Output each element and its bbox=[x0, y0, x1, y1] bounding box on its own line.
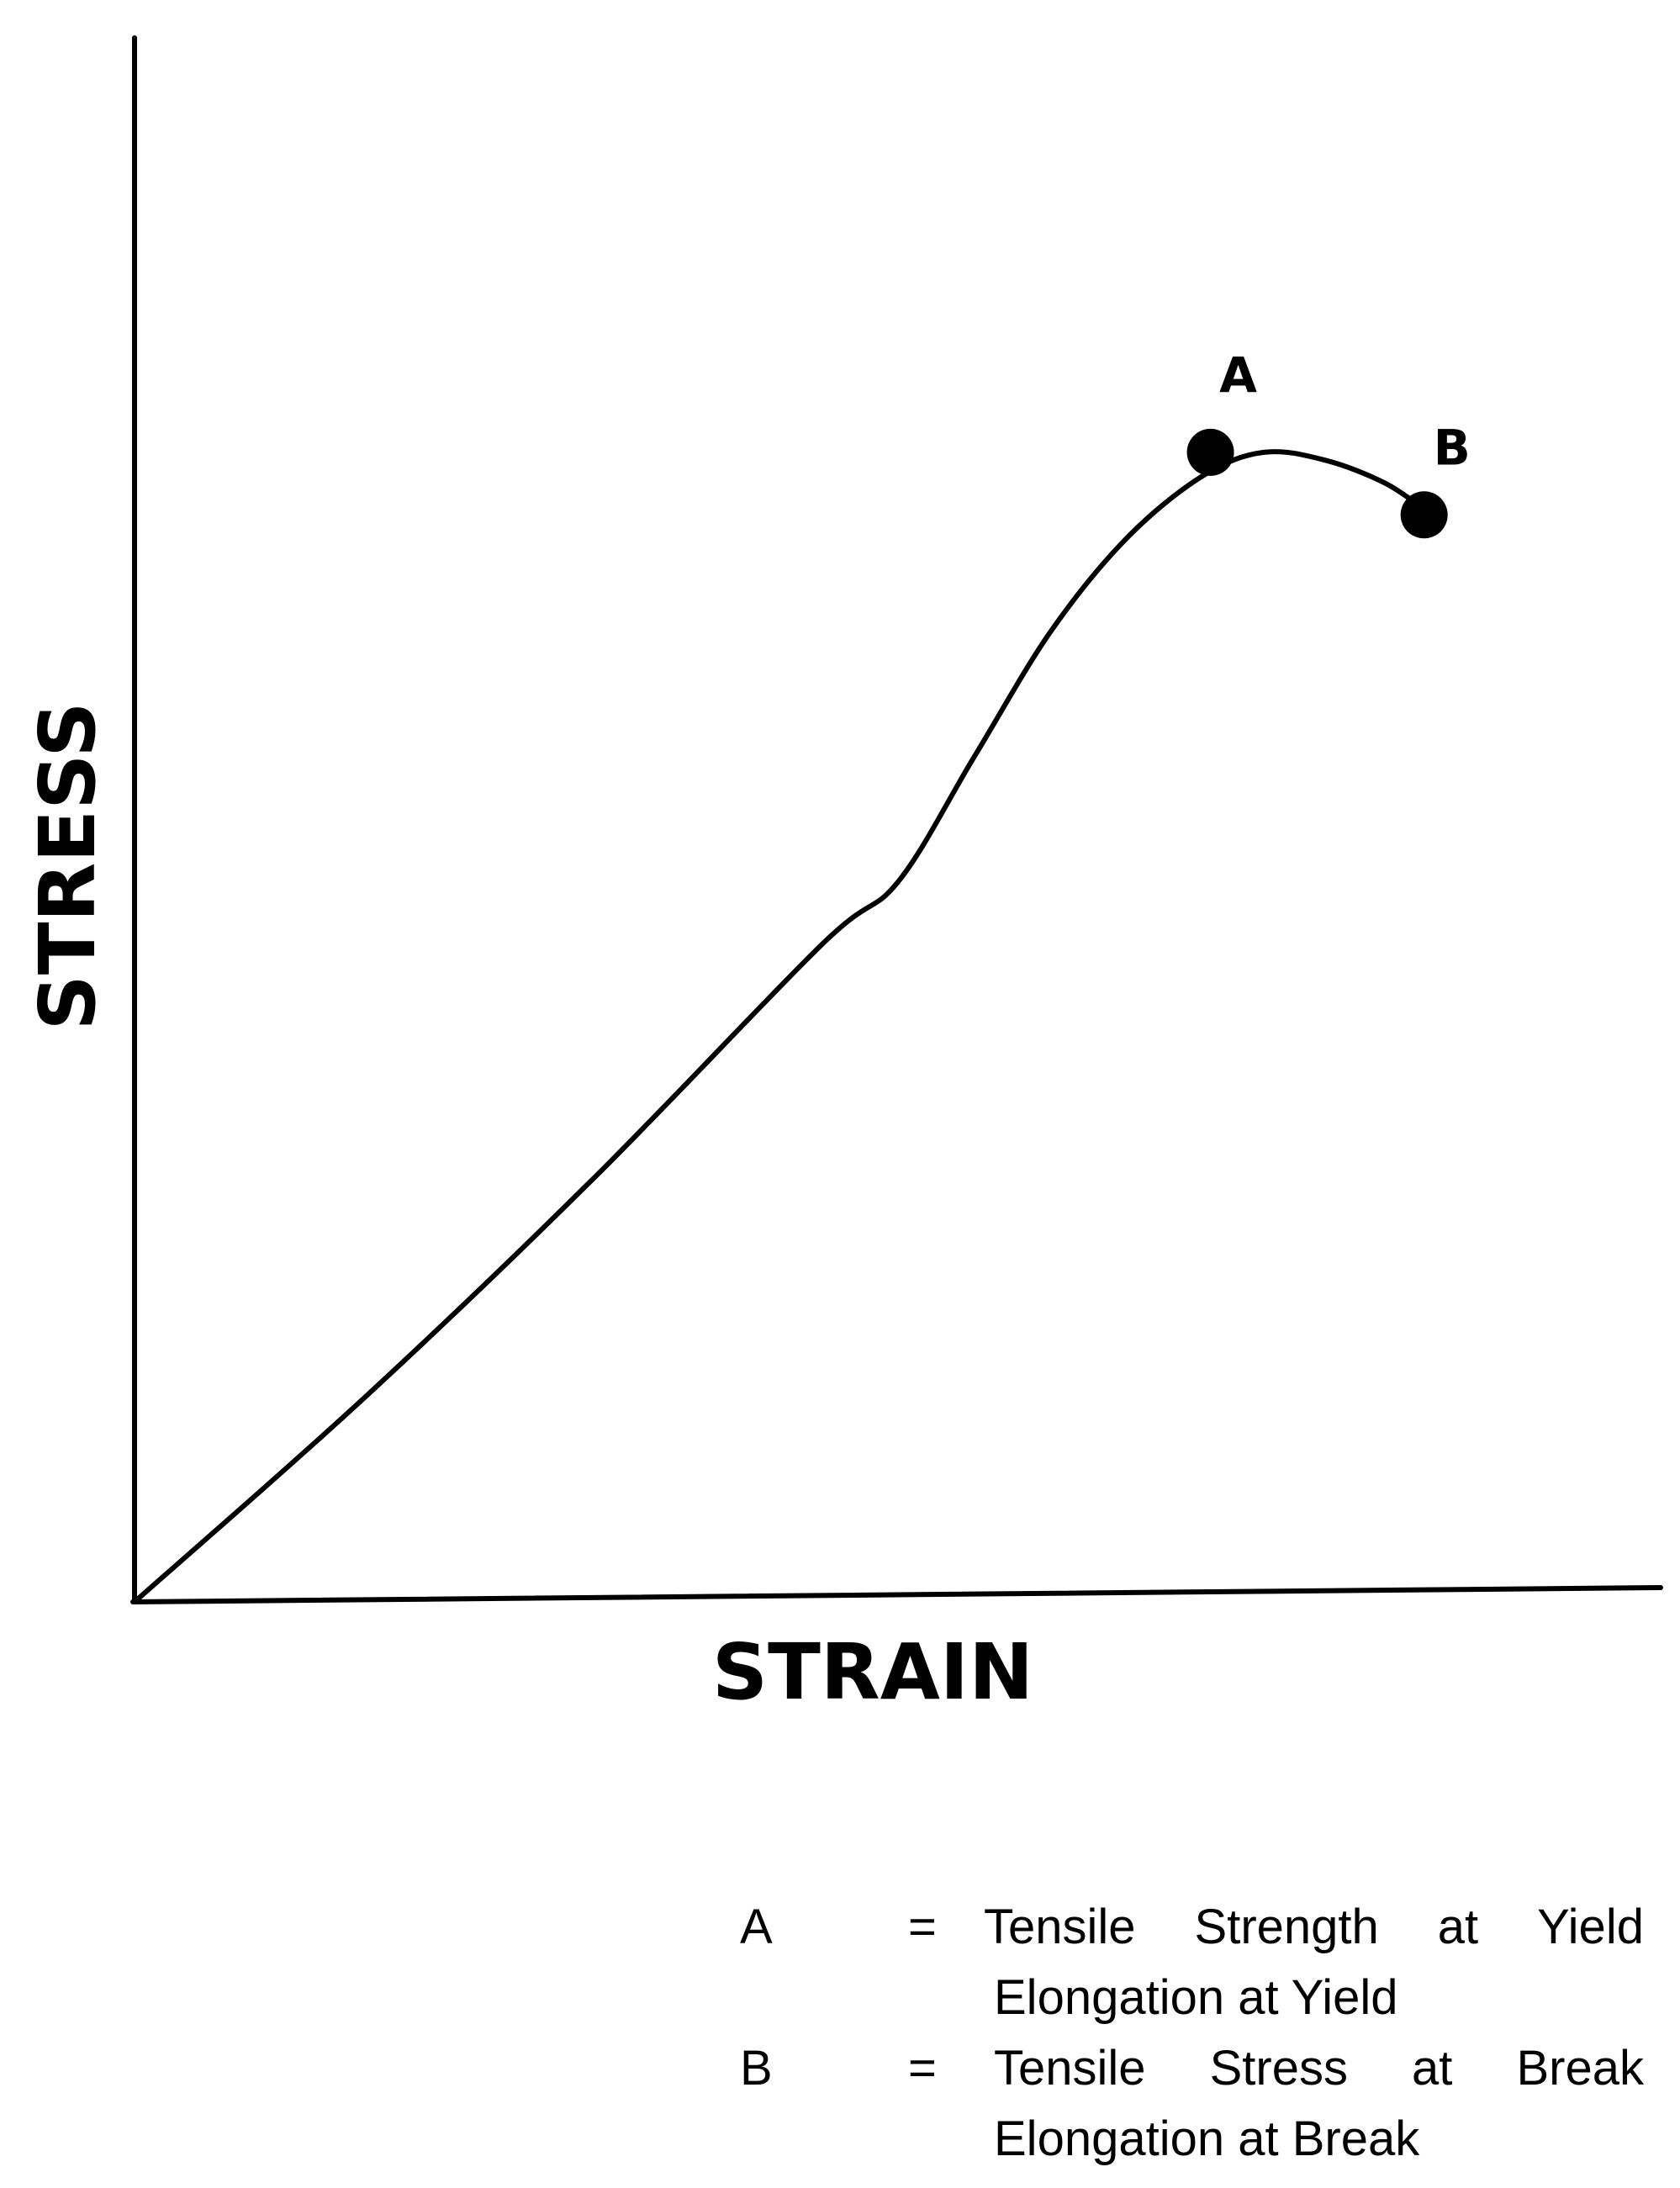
x-axis-title: STRAIN bbox=[712, 1627, 1033, 1717]
x-axis bbox=[130, 1585, 1663, 1604]
y-axis-title: STRESS bbox=[23, 701, 113, 1030]
legend-description: Tensile Stress at Break Elongation at Br… bbox=[984, 2033, 1644, 2175]
legend-equals: = bbox=[908, 1900, 937, 1954]
legend-key: A bbox=[740, 1900, 773, 1954]
legend-word: Tensile bbox=[984, 1900, 1136, 1954]
legend-line-1: Tensile Strength at Yield bbox=[984, 1892, 1644, 1963]
marker-b-point bbox=[1400, 491, 1448, 539]
legend-entry-b: B = Tensile Stress at Break Elongation a… bbox=[740, 2033, 1644, 2175]
marker-b-label: B bbox=[1434, 419, 1471, 476]
legend-word: at bbox=[1437, 1900, 1479, 1954]
legend-word: at bbox=[1412, 2041, 1453, 2096]
stress-strain-curve bbox=[132, 449, 1434, 1604]
legend-line-2: Elongation at Yield bbox=[994, 1970, 1398, 2025]
legend-word: Yield bbox=[1537, 1900, 1644, 1954]
legend: A = Tensile Strength at Yield Elongation… bbox=[740, 1892, 1644, 2175]
legend-word: Stress bbox=[1209, 2041, 1348, 2096]
legend-line-2: Elongation at Break bbox=[994, 2111, 1420, 2166]
markers-group: AB bbox=[1186, 346, 1471, 539]
legend-word: Break bbox=[1516, 2041, 1644, 2096]
marker-a-label: A bbox=[1219, 346, 1257, 404]
legend-word: Tensile bbox=[994, 2041, 1146, 2096]
legend-equals: = bbox=[908, 2041, 937, 2096]
legend-entry-a: A = Tensile Strength at Yield Elongation… bbox=[740, 1892, 1644, 2033]
legend-key: B bbox=[740, 2041, 773, 2096]
legend-word: Strength bbox=[1194, 1900, 1379, 1954]
marker-a-point bbox=[1186, 428, 1234, 476]
legend-line-1: Tensile Stress at Break bbox=[984, 2033, 1644, 2104]
legend-description: Tensile Strength at Yield Elongation at … bbox=[984, 1892, 1644, 2033]
